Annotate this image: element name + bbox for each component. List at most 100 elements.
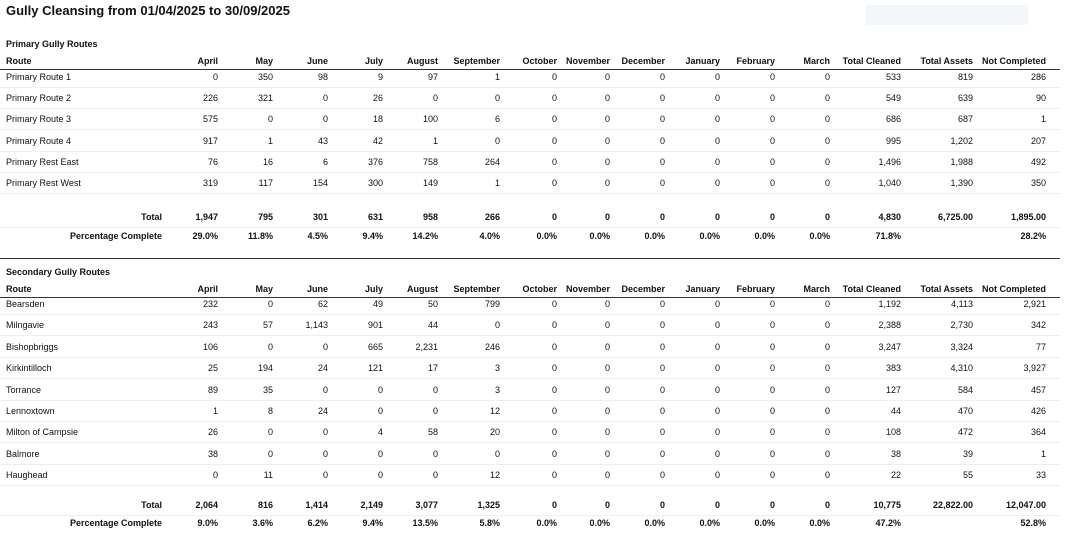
cell: 0: [824, 156, 830, 167]
cell: 0: [377, 470, 383, 481]
cell: 17: [427, 363, 438, 374]
route-name: Primary Route 2: [6, 93, 72, 104]
cell: 0: [769, 72, 775, 82]
cell: 549: [885, 93, 901, 104]
total-cell: 6,725.00: [937, 212, 973, 222]
cell: 0: [769, 406, 775, 416]
cell: 2,231: [415, 341, 438, 352]
cell: 0: [714, 427, 720, 438]
cell: 25: [207, 363, 218, 374]
percentage-label: Percentage Complete: [69, 231, 162, 241]
cell: 42: [372, 135, 383, 146]
cell: 0: [551, 427, 557, 438]
total-cell: 0: [769, 500, 775, 510]
cell: 0: [551, 341, 557, 352]
route-name: Bishopbriggs: [6, 341, 59, 352]
cell: 100: [422, 114, 438, 125]
cell: 2,388: [878, 320, 901, 331]
total-cell: 0: [714, 500, 720, 510]
cell: 0: [824, 178, 830, 188]
cell: 0: [432, 384, 438, 395]
cell: 0: [769, 156, 775, 167]
row-rule: [0, 171, 1060, 173]
cell: 0: [659, 363, 665, 374]
cell: 76: [207, 156, 218, 167]
cell: 0: [659, 299, 665, 309]
cell: 0: [604, 427, 610, 438]
cell: 12: [489, 406, 500, 416]
cell: 2,921: [1023, 299, 1046, 309]
column-header: May: [255, 56, 273, 66]
cell: 0: [714, 363, 720, 374]
percentage-cell: 14.2%: [412, 231, 438, 241]
percentage-cell: 4.0%: [479, 231, 500, 241]
cell: 1,202: [950, 135, 973, 146]
cell: 98: [317, 72, 328, 82]
cell: 0: [432, 470, 438, 481]
cell: 0: [551, 363, 557, 374]
report-title: Gully Cleansing from 01/04/2025 to 30/09…: [6, 3, 290, 18]
cell: 0: [824, 135, 830, 146]
cell: 1: [212, 406, 218, 416]
row-rule: [0, 463, 1060, 465]
cell: 0: [494, 320, 500, 331]
total-cell: 4,830: [878, 212, 901, 222]
cell: 1: [1040, 448, 1046, 459]
cell: 0: [604, 72, 610, 82]
column-header: December: [621, 56, 665, 66]
percentage-cell: 0.0%: [644, 518, 665, 528]
column-header: September: [453, 284, 500, 294]
percentage-cell: 52.8%: [1020, 518, 1046, 528]
row-rule: [0, 515, 1060, 516]
cell: 232: [202, 299, 218, 309]
total-cell: 1,895.00: [1010, 212, 1046, 222]
cell: 0: [659, 72, 665, 82]
cell: 38: [207, 448, 218, 459]
cell: 0: [604, 320, 610, 331]
total-cell: 12,047.00: [1005, 500, 1046, 510]
cell: 584: [957, 384, 973, 395]
cell: 1,040: [878, 178, 901, 188]
column-header: August: [407, 56, 438, 66]
cell: 0: [604, 341, 610, 352]
cell: 33: [1035, 470, 1046, 481]
cell: 0: [432, 448, 438, 459]
cell: 0: [551, 156, 557, 167]
cell: 4,113: [951, 299, 973, 309]
cell: 0: [769, 320, 775, 331]
column-header: November: [565, 56, 610, 66]
cell: 0: [551, 448, 557, 459]
cell: 0: [769, 384, 775, 395]
cell: 0: [494, 135, 500, 146]
percentage-cell: 0.0%: [699, 231, 720, 241]
cell: 0: [212, 470, 218, 481]
cell: 0: [769, 135, 775, 146]
total-cell: 1,947: [195, 212, 218, 222]
cell: 0: [714, 135, 720, 146]
column-header: March: [803, 284, 830, 294]
cell: 0: [714, 320, 720, 331]
column-header: Total Assets: [920, 56, 973, 66]
cell: 0: [769, 341, 775, 352]
export-button[interactable]: [866, 5, 1028, 25]
cell: 0: [769, 93, 775, 104]
percentage-cell: 0.0%: [536, 518, 557, 528]
cell: 364: [1030, 427, 1046, 438]
cell: 0: [714, 178, 720, 188]
percentage-cell: 0.0%: [809, 518, 830, 528]
percentage-label: Percentage Complete: [69, 518, 162, 528]
cell: 0: [377, 384, 383, 395]
cell: 106: [202, 341, 218, 352]
percentage-cell: 5.8%: [479, 518, 500, 528]
total-cell: 0: [659, 500, 665, 510]
cell: 57: [262, 320, 273, 331]
route-name: Primary Rest East: [6, 156, 79, 167]
route-name: Primary Route 3: [6, 114, 72, 125]
row-rule: [0, 442, 1060, 444]
total-cell: 0: [659, 212, 665, 222]
cell: 0: [551, 72, 557, 82]
cell: 89: [207, 384, 218, 395]
cell: 575: [202, 114, 218, 125]
total-cell: 301: [312, 212, 328, 222]
route-name: Milngavie: [6, 320, 45, 331]
